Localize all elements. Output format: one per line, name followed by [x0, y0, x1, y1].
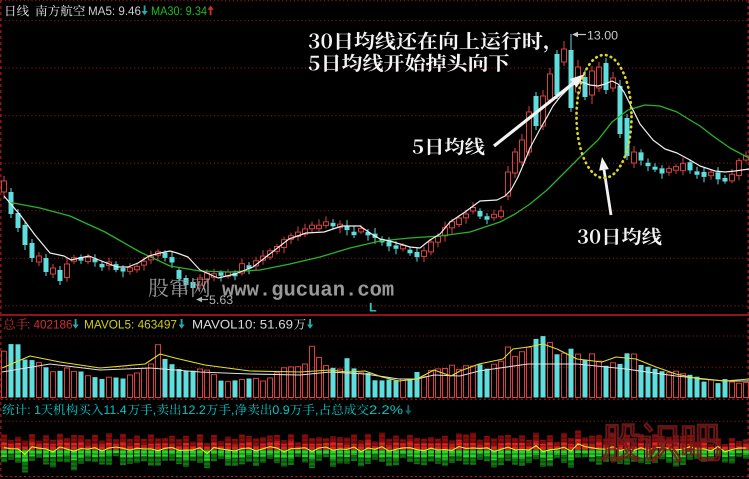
svg-text:MAVOL5: 463497: MAVOL5: 463497 [84, 318, 177, 332]
svg-text:,: , [153, 403, 156, 417]
svg-text:MA30: 9.34: MA30: 9.34 [151, 4, 207, 18]
svg-text:MAVOL10: 51.69: MAVOL10: 51.69 [192, 318, 293, 332]
svg-text:13.00: 13.00 [587, 29, 618, 43]
svg-text:MA5: 9.46: MA5: 9.46 [88, 4, 141, 18]
svg-text:12.2: 12.2 [182, 403, 206, 417]
svg-text:L: L [369, 301, 377, 315]
svg-text:0.9: 0.9 [272, 403, 289, 417]
svg-text:: 402186: : 402186 [27, 318, 73, 332]
svg-text:,: , [231, 403, 234, 417]
svg-text:5.63: 5.63 [209, 293, 233, 307]
svg-text:www.gucuan.com: www.gucuan.com [222, 280, 394, 303]
svg-text:: 1: : 1 [27, 403, 41, 417]
svg-text:2.2%: 2.2% [369, 403, 403, 417]
svg-text:11.4: 11.4 [103, 403, 126, 417]
svg-text:,: , [315, 403, 318, 417]
